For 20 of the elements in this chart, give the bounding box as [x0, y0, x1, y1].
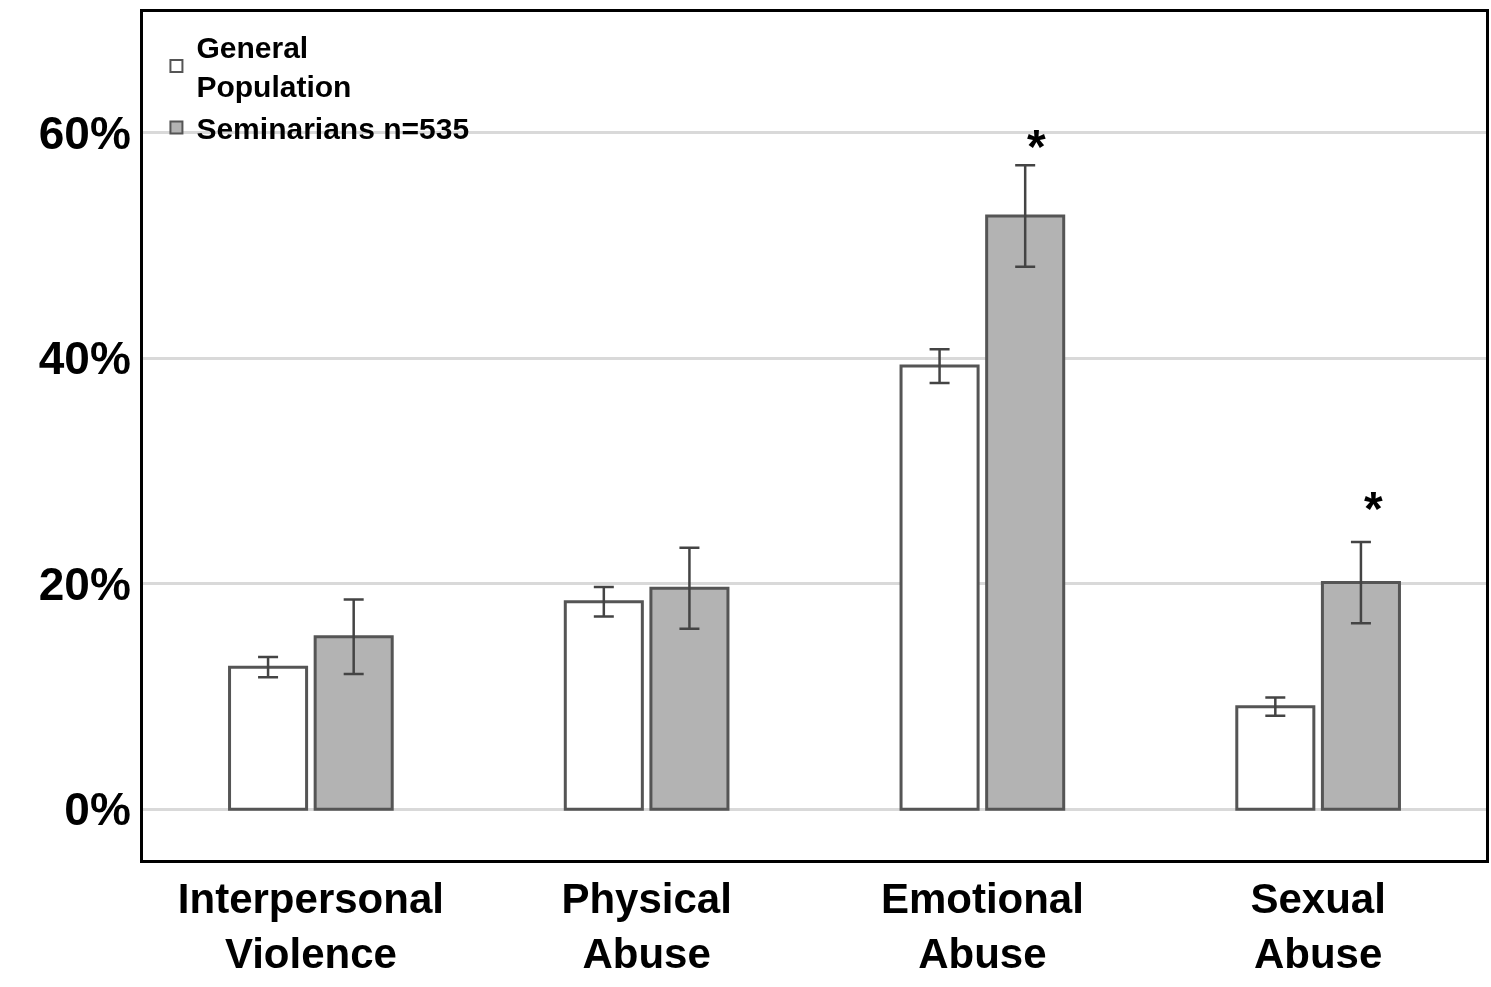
annotation: *: [1364, 482, 1383, 535]
bar: [313, 635, 394, 811]
x-tick-label: Interpersonal Violence: [177, 875, 444, 977]
x-tick-label: Physical Abuse: [561, 875, 732, 977]
y-tick-label: 0%: [64, 783, 131, 836]
x-tick-label: Emotional Abuse: [880, 875, 1084, 977]
y-tick-label: 40%: [38, 332, 131, 385]
y-tick-label: 60%: [38, 106, 131, 159]
bar: [649, 586, 730, 811]
y-tick-label: 20%: [38, 557, 131, 610]
bar: [899, 364, 980, 811]
bar: [1320, 581, 1401, 811]
x-tick-label: Sexual Abuse: [1250, 875, 1386, 977]
bar: [985, 214, 1066, 811]
bar: [1235, 705, 1316, 811]
bar: [228, 665, 309, 811]
legend-label: Seminarians n=535: [196, 112, 470, 146]
bar: [563, 600, 644, 811]
annotation: *: [1027, 120, 1046, 173]
legend-label: General Population: [196, 31, 352, 104]
